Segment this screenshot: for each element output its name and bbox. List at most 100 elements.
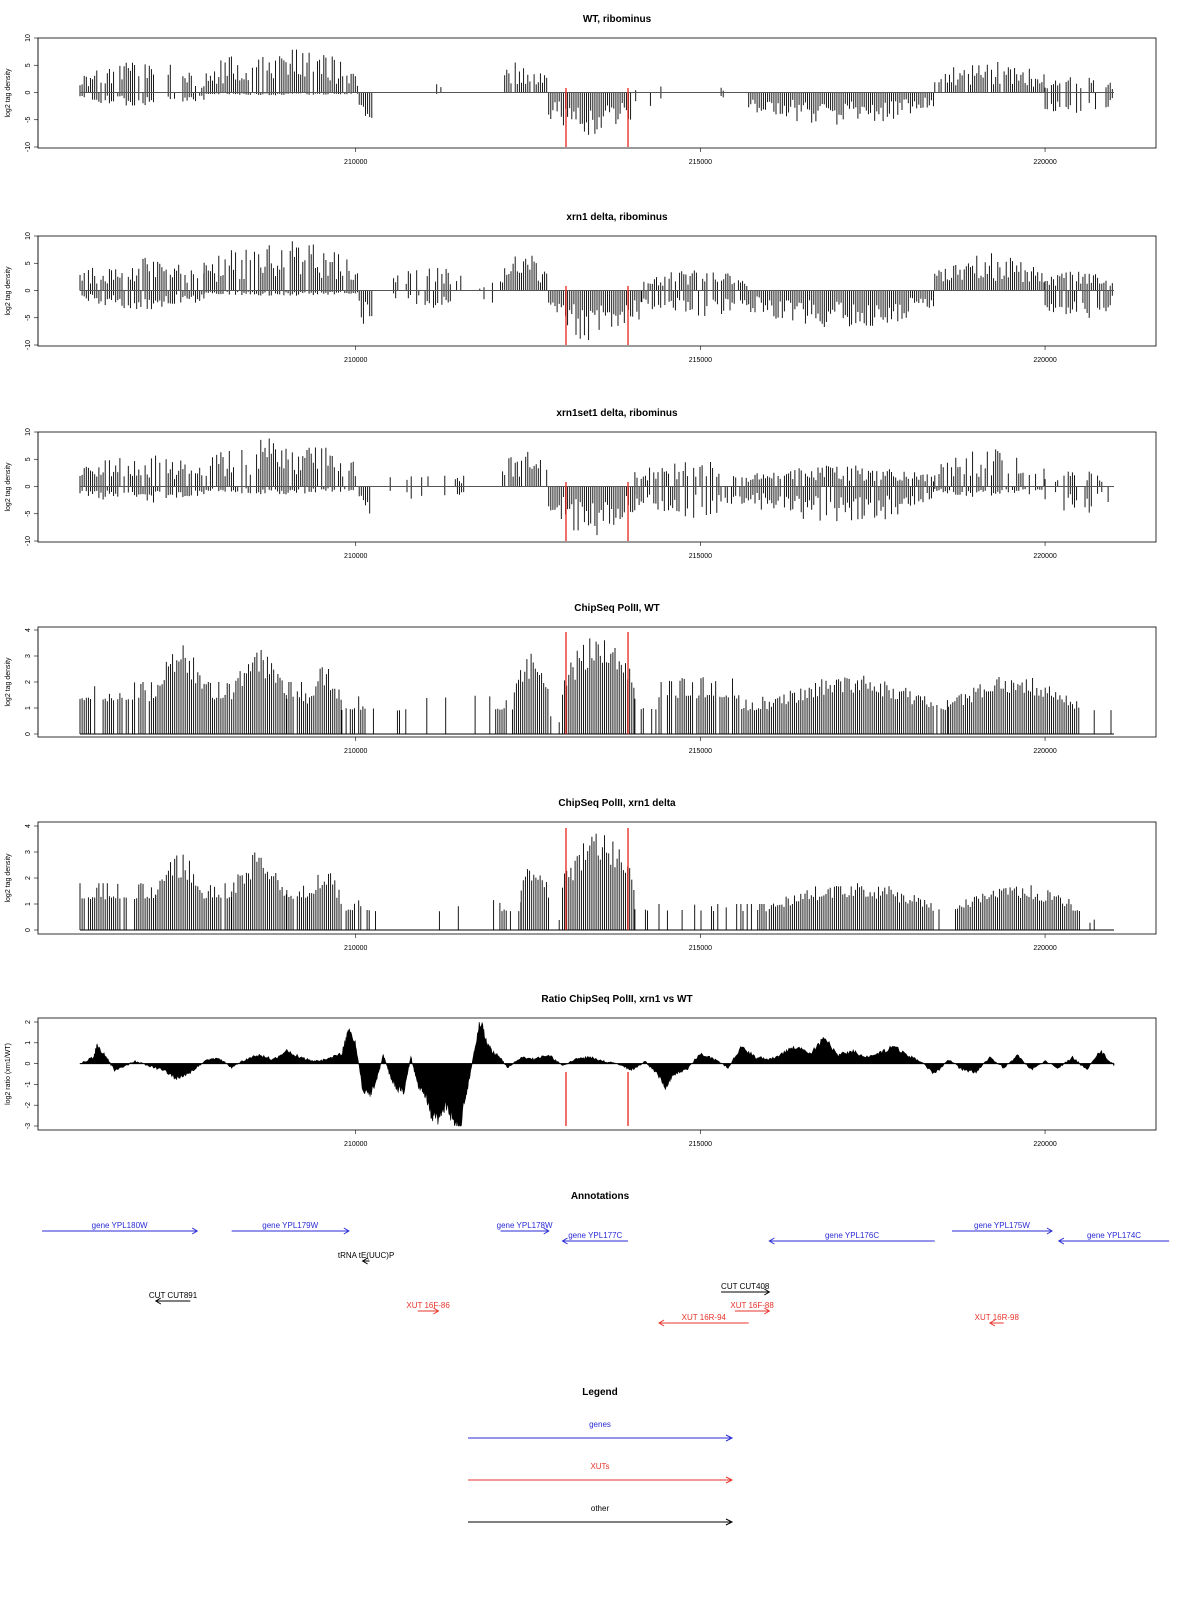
annotation-feature: XUT 16R-94: [658, 1313, 749, 1327]
panel-title: Ratio ChipSeq PolII, xrn1 vs WT: [541, 994, 692, 1005]
y-axis: -3 -2 -1 0 1 2 log2 ratio (xrn1/WT): [5, 1020, 39, 1129]
annotation-feature: XUT 16R-98: [975, 1313, 1020, 1327]
x-tick-label: 215000: [689, 357, 712, 364]
x-tick-label: 210000: [344, 159, 367, 166]
arrowhead-right-icon: [543, 1227, 550, 1235]
y-tick-label: 2: [25, 680, 32, 684]
y-tick-label: 1: [25, 1041, 32, 1045]
arrowhead-right-icon: [343, 1227, 350, 1235]
y-tick-label: 10: [25, 34, 32, 42]
y-tick-label: 2: [25, 876, 32, 880]
arrowhead-left-icon: [658, 1319, 665, 1327]
x-axis: 210000 215000 220000: [344, 148, 1057, 166]
arrowhead-left-icon: [361, 1257, 368, 1265]
x-axis: 210000 215000 220000: [344, 737, 1057, 755]
arrowhead-right-icon: [191, 1227, 199, 1235]
y-axis-label: log2 ratio (xrn1/WT): [5, 1043, 12, 1105]
arrowhead-left-icon: [988, 1319, 996, 1327]
feature-label: gene YPL177C: [568, 1231, 622, 1240]
arrowhead-left-icon: [561, 1237, 568, 1245]
positive-density-bars: [79, 638, 1112, 734]
annotations-panel: Annotations gene YPL180W gene YPL179W gene …: [42, 1191, 1170, 1327]
y-tick-label: -2: [25, 1102, 32, 1108]
x-axis: 210000 215000 220000: [344, 1130, 1057, 1148]
y-axis: -10 -5 0 5 10 log2 tag density: [5, 428, 39, 546]
annotation-feature: gene YPL178W: [497, 1221, 553, 1235]
x-tick-label: 220000: [1033, 1141, 1056, 1148]
y-axis: 0 1 2 3 4 log2 tag density: [5, 824, 39, 932]
arrowhead-left-icon: [1057, 1237, 1065, 1245]
data-marks: [79, 833, 1114, 931]
y-tick-label: -1: [25, 1081, 32, 1087]
feature-label: XUT 16R-94: [682, 1313, 727, 1322]
data-marks: [79, 1021, 1115, 1127]
feature-label: XUT 16R-98: [975, 1313, 1020, 1322]
plot-frame: [37, 821, 1157, 935]
y-tick-label: 0: [25, 90, 32, 94]
panel-title: WT, ribominus: [583, 14, 652, 25]
y-tick-label: 4: [25, 628, 32, 632]
y-tick-label: -3: [25, 1123, 32, 1129]
x-tick-label: 215000: [689, 553, 712, 560]
annotation-feature: tRNA tE(UUC)P: [338, 1251, 394, 1265]
x-tick-label: 220000: [1033, 748, 1056, 755]
x-tick-label: 210000: [344, 357, 367, 364]
legend-item-other: other: [468, 1504, 734, 1526]
y-tick-label: 10: [25, 232, 32, 240]
y-tick-label: 1: [25, 902, 32, 906]
y-axis: -10 -5 0 5 10 log2 tag density: [5, 232, 39, 350]
y-tick-label: 0: [25, 484, 32, 488]
feature-label: gene YPL175W: [974, 1221, 1030, 1230]
y-axis: 0 1 2 3 4 log2 tag density: [5, 628, 39, 736]
y-tick-label: -5: [25, 117, 32, 123]
arrowhead-right-icon: [433, 1307, 440, 1315]
y-tick-label: 0: [25, 1062, 32, 1066]
arrowhead-right-icon: [725, 1518, 734, 1526]
y-tick-label: 2: [25, 1020, 32, 1024]
x-axis: 210000 215000 220000: [344, 934, 1057, 952]
feature-label: gene YPL178W: [497, 1221, 553, 1230]
y-tick-label: 3: [25, 654, 32, 658]
x-tick-label: 220000: [1033, 357, 1056, 364]
legend-item-label: other: [591, 1504, 610, 1513]
feature-label: XUT 16F-86: [406, 1301, 450, 1310]
y-axis: -10 -5 0 5 10 log2 tag density: [5, 34, 39, 152]
arrowhead-right-icon: [725, 1434, 734, 1442]
y-tick-label: -10: [25, 340, 32, 350]
y-axis-label: log2 tag density: [5, 462, 12, 512]
y-tick-label: 3: [25, 850, 32, 854]
negative-density-bars: [79, 486, 1109, 536]
annotation-feature: gene YPL176C: [768, 1231, 935, 1245]
x-tick-label: 210000: [344, 748, 367, 755]
region-markers: [565, 482, 629, 541]
chart-panel-6: Ratio ChipSeq PolII, xrn1 vs WT -3 -2 -1 0 1 2…: [5, 994, 1157, 1148]
x-tick-label: 215000: [689, 945, 712, 952]
y-tick-label: 5: [25, 63, 32, 67]
x-tick-label: 215000: [689, 748, 712, 755]
data-marks: [79, 438, 1114, 536]
y-tick-label: 0: [25, 732, 32, 736]
y-axis-label: log2 tag density: [5, 657, 12, 707]
arrowhead-right-icon: [764, 1307, 771, 1315]
chart-panel-5: ChipSeq PolII, xrn1 delta 0 1 2 3 4 log2 tag d…: [5, 798, 1157, 952]
region-markers: [565, 1072, 629, 1126]
panel-title: xrn1 delta, ribominus: [566, 212, 668, 223]
y-tick-label: 5: [25, 261, 32, 265]
arrowhead-right-icon: [725, 1476, 734, 1484]
y-axis-label: log2 tag density: [5, 853, 12, 903]
positive-density-bars: [79, 438, 1103, 487]
arrowhead-left-icon: [768, 1237, 775, 1245]
y-tick-label: 10: [25, 428, 32, 436]
y-tick-label: 5: [25, 457, 32, 461]
data-marks: [79, 638, 1114, 735]
plot-frame: [37, 1017, 1157, 1131]
annotation-feature: CUT CUT891: [149, 1291, 198, 1305]
y-tick-label: -10: [25, 142, 32, 152]
annotation-feature: gene YPL180W: [42, 1221, 199, 1235]
y-tick-label: 4: [25, 824, 32, 828]
y-tick-label: -5: [25, 315, 32, 321]
legend-item-label: XUTs: [590, 1462, 609, 1471]
feature-label: gene YPL176C: [825, 1231, 879, 1240]
x-axis: 210000 215000 220000: [344, 542, 1057, 560]
region-markers: [565, 88, 629, 147]
